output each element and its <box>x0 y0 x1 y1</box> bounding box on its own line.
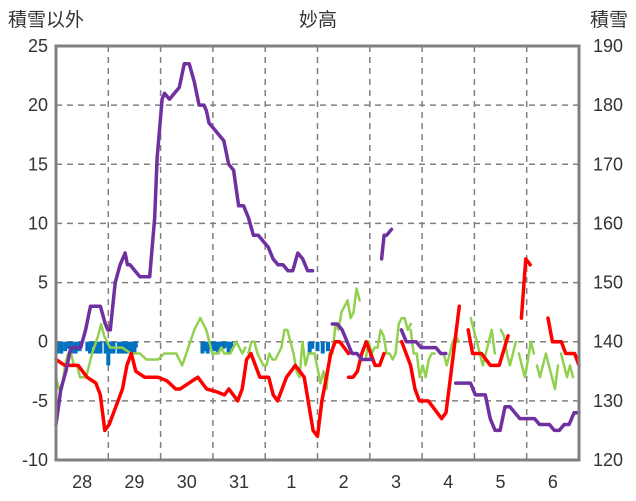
precip-bar <box>98 341 103 354</box>
precip-bar <box>203 341 208 352</box>
precip-bar <box>223 341 228 348</box>
right-axis-title: 積雪 <box>590 9 628 31</box>
precip-bar <box>325 341 330 352</box>
right-tick-label: 170 <box>593 154 623 174</box>
left-y-axis: 25 20 15 10 5 0 -5 -10 <box>22 36 48 470</box>
right-y-axis: 190 180 170 160 150 140 130 120 <box>593 36 623 470</box>
precip-bar <box>85 341 90 352</box>
precip-bar <box>221 341 226 349</box>
x-tick-label: 28 <box>72 472 92 492</box>
precip-bar <box>205 341 210 354</box>
left-tick-label: 0 <box>38 332 48 352</box>
precip-bar <box>200 341 205 354</box>
grid-lines <box>56 46 579 460</box>
x-tick-label: 5 <box>496 472 506 492</box>
series-lines <box>54 61 581 439</box>
temperature-line <box>346 339 386 379</box>
precip-bar <box>127 341 132 354</box>
temperature-line <box>54 339 351 439</box>
wind-line <box>535 352 560 391</box>
snow-depth-line <box>330 322 374 362</box>
x-tick-label: 2 <box>339 472 349 492</box>
left-tick-label: -5 <box>32 391 48 411</box>
temperature-line <box>519 257 532 320</box>
snow-depth-line <box>453 381 581 433</box>
left-tick-label: -10 <box>22 450 48 470</box>
right-tick-label: 120 <box>593 450 623 470</box>
left-tick-label: 25 <box>28 36 48 56</box>
wind-line <box>517 340 536 379</box>
wind-line <box>409 328 436 379</box>
left-axis-title: 積雪以外 <box>8 9 84 31</box>
precip-bar <box>106 341 111 366</box>
wind-line <box>499 328 518 367</box>
precip-bar <box>132 341 137 354</box>
precip-bar <box>310 341 315 349</box>
wind-line <box>247 287 361 391</box>
precip-bar <box>59 341 64 354</box>
snow-depth-line <box>54 61 315 427</box>
plot-frame <box>54 44 581 462</box>
precip-bar <box>90 341 95 348</box>
snow-depth-line <box>399 328 448 356</box>
x-tick-label: 31 <box>229 472 249 492</box>
temperature-line <box>399 304 462 421</box>
precip-bar <box>226 341 231 354</box>
right-tick-label: 140 <box>593 332 623 352</box>
precip-bar <box>229 341 234 349</box>
right-tick-label: 130 <box>593 391 623 411</box>
x-tick-label: 30 <box>177 472 197 492</box>
precip-bar <box>210 341 215 352</box>
temperature-line <box>546 316 581 368</box>
right-tick-label: 180 <box>593 95 623 115</box>
precip-bar <box>87 341 92 354</box>
precip-bar <box>103 341 108 354</box>
precip-bar <box>315 341 320 352</box>
x-tick-label: 6 <box>548 472 558 492</box>
x-axis: 28 29 30 31 1 2 3 4 5 6 <box>72 472 558 492</box>
x-tick-label: 1 <box>286 472 296 492</box>
precip-bar <box>133 341 138 348</box>
precip-bar <box>129 341 134 354</box>
right-tick-label: 160 <box>593 213 623 233</box>
precip-bar <box>95 341 100 354</box>
left-tick-label: 20 <box>28 95 48 115</box>
precip-bar <box>63 341 68 352</box>
precip-bar <box>216 341 221 354</box>
right-tick-label: 190 <box>593 36 623 56</box>
x-tick-label: 3 <box>391 472 401 492</box>
chart-title: 妙高 <box>299 9 337 31</box>
precip-bar <box>67 341 72 349</box>
left-tick-label: 5 <box>38 273 48 293</box>
left-tick-label: 10 <box>28 213 48 233</box>
left-tick-label: 15 <box>28 154 48 174</box>
right-tick-label: 150 <box>593 273 623 293</box>
precip-bar <box>124 341 129 354</box>
x-tick-label: 29 <box>124 472 144 492</box>
precip-bar <box>213 341 218 352</box>
precip-bar <box>218 341 223 352</box>
x-tick-label: 4 <box>443 472 453 492</box>
precipitation-bars <box>55 341 330 366</box>
wind-line <box>469 316 497 367</box>
wind-line <box>559 352 575 379</box>
temperature-line <box>466 328 510 368</box>
precip-bar <box>320 341 325 354</box>
precip-bar <box>307 341 312 354</box>
snow-depth-line <box>379 227 394 261</box>
